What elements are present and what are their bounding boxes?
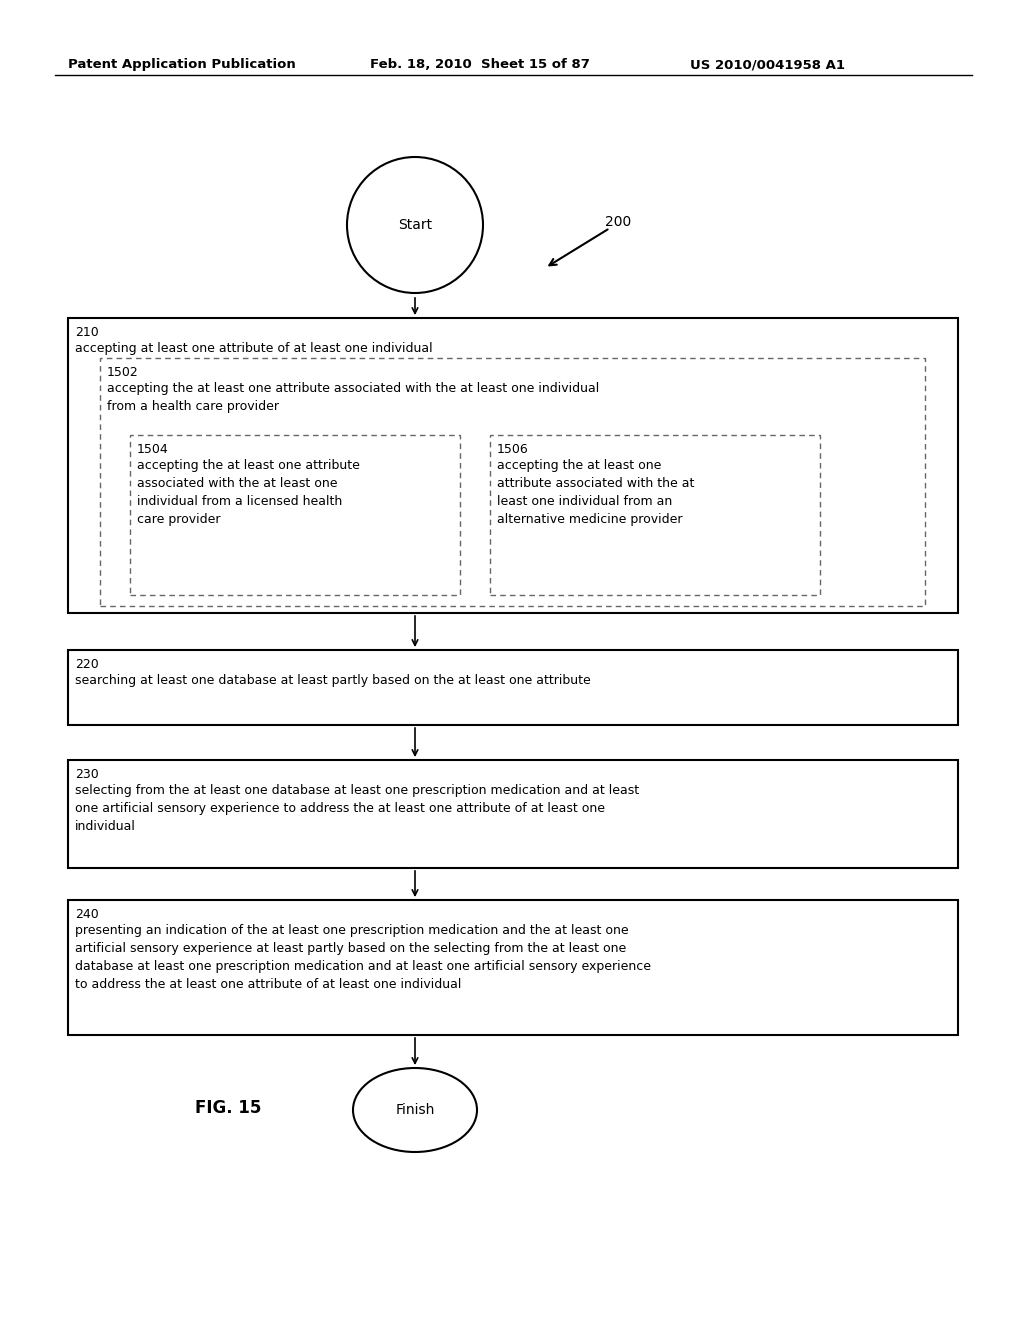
Bar — [100, 358, 925, 606]
Text: US 2010/0041958 A1: US 2010/0041958 A1 — [690, 58, 845, 71]
Text: Finish: Finish — [395, 1104, 434, 1117]
Text: 1504: 1504 — [137, 444, 169, 455]
Text: 1502: 1502 — [106, 366, 138, 379]
Bar — [130, 436, 460, 595]
Bar — [68, 649, 958, 725]
Text: accepting at least one attribute of at least one individual: accepting at least one attribute of at l… — [75, 342, 432, 355]
Text: 230: 230 — [75, 768, 98, 781]
Bar — [68, 760, 958, 869]
Bar — [490, 436, 820, 595]
Text: 1506: 1506 — [497, 444, 528, 455]
Text: Start: Start — [398, 218, 432, 232]
Text: presenting an indication of the at least one prescription medication and the at : presenting an indication of the at least… — [75, 924, 651, 991]
Text: 200: 200 — [605, 215, 631, 228]
Text: 240: 240 — [75, 908, 98, 921]
Text: accepting the at least one
attribute associated with the at
least one individual: accepting the at least one attribute ass… — [497, 459, 694, 525]
Text: searching at least one database at least partly based on the at least one attrib: searching at least one database at least… — [75, 675, 591, 686]
Text: 220: 220 — [75, 657, 98, 671]
Text: Feb. 18, 2010  Sheet 15 of 87: Feb. 18, 2010 Sheet 15 of 87 — [370, 58, 590, 71]
Bar — [68, 900, 958, 1035]
Text: selecting from the at least one database at least one prescription medication an: selecting from the at least one database… — [75, 784, 639, 833]
Text: Patent Application Publication: Patent Application Publication — [68, 58, 296, 71]
Text: FIG. 15: FIG. 15 — [195, 1100, 261, 1117]
Text: accepting the at least one attribute associated with the at least one individual: accepting the at least one attribute ass… — [106, 381, 599, 413]
Text: 210: 210 — [75, 326, 98, 339]
Text: accepting the at least one attribute
associated with the at least one
individual: accepting the at least one attribute ass… — [137, 459, 359, 525]
Bar — [68, 318, 958, 612]
